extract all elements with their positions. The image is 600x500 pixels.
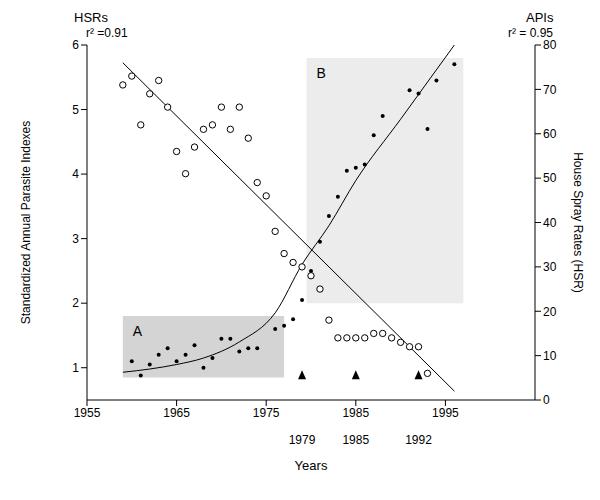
svg-text:2: 2 <box>72 296 79 310</box>
svg-text:1992: 1992 <box>405 433 432 447</box>
svg-text:80: 80 <box>543 38 557 52</box>
svg-text:70: 70 <box>543 83 557 97</box>
svg-text:3: 3 <box>72 232 79 246</box>
svg-text:House Spray Rates (HSR): House Spray Rates (HSR) <box>571 152 585 293</box>
svg-text:1955: 1955 <box>74 406 101 420</box>
svg-text:60: 60 <box>543 127 557 141</box>
svg-text:50: 50 <box>543 171 557 185</box>
html-text:HSRs: HSRs <box>74 10 108 25</box>
svg-text:6: 6 <box>72 38 79 52</box>
svg-text:30: 30 <box>543 260 557 274</box>
svg-text:1979: 1979 <box>289 433 316 447</box>
html-text:r² = 0.95: r² = 0.95 <box>508 26 553 40</box>
svg-text:1: 1 <box>72 361 79 375</box>
svg-text:1985: 1985 <box>342 433 369 447</box>
svg-text:Standardized Annual Parasite I: Standardized Annual Parasite Indexes <box>19 121 33 324</box>
svg-text:40: 40 <box>543 216 557 230</box>
svg-text:B: B <box>317 65 326 81</box>
html-text:APIs: APIs <box>526 10 554 25</box>
svg-text:20: 20 <box>543 305 557 319</box>
svg-text:10: 10 <box>543 349 557 363</box>
svg-text:1975: 1975 <box>253 406 280 420</box>
svg-text:1965: 1965 <box>163 406 190 420</box>
svg-text:5: 5 <box>72 103 79 117</box>
svg-text:1985: 1985 <box>342 406 369 420</box>
html-text:r² =0.91: r² =0.91 <box>86 26 128 40</box>
svg-text:Years: Years <box>295 458 328 473</box>
svg-text:4: 4 <box>72 167 79 181</box>
svg-text:0: 0 <box>543 393 550 407</box>
svg-text:A: A <box>133 323 143 339</box>
svg-text:1995: 1995 <box>432 406 459 420</box>
